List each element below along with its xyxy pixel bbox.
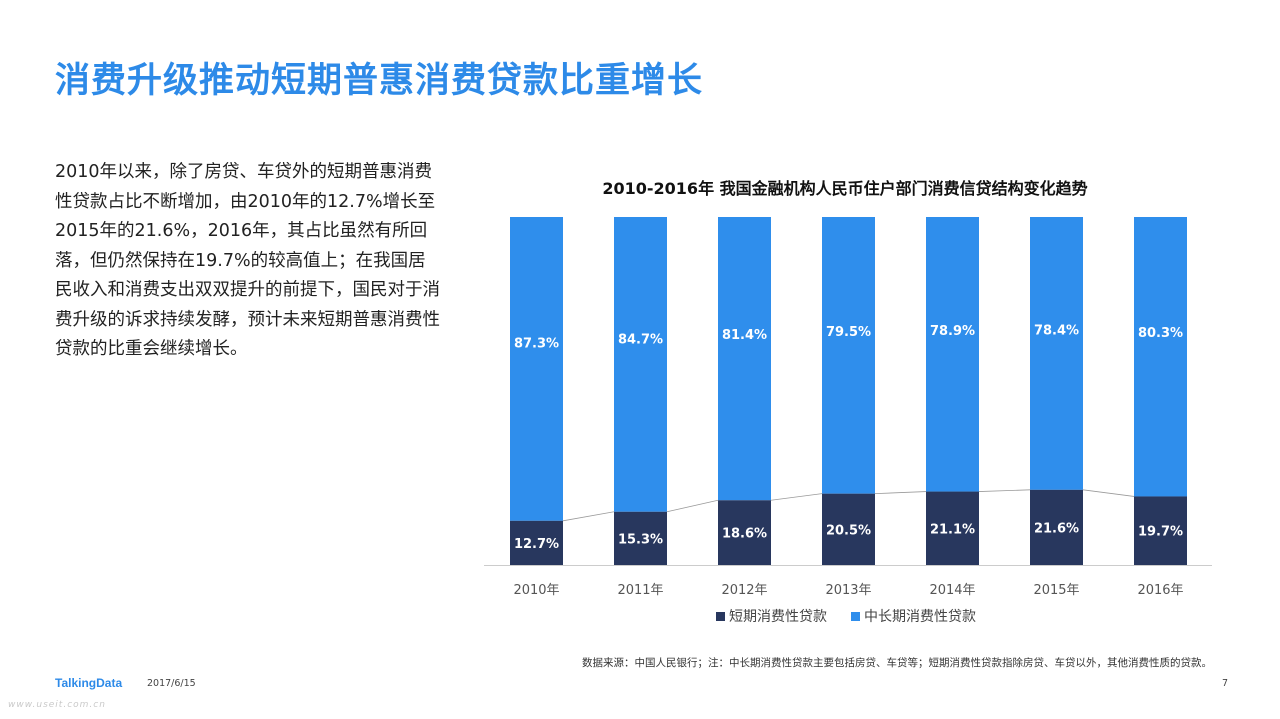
page-number: 7 (1222, 678, 1229, 689)
data-label-long-term: 78.4% (1034, 323, 1079, 338)
data-label-long-term: 80.3% (1138, 326, 1183, 341)
data-label-short-term: 21.6% (1034, 521, 1079, 536)
legend-label-long-term: 中长期消费性贷款 (864, 609, 976, 625)
chart-title: 2010-2016年 我国金融机构人民币住户部门消费信贷结构变化趋势 (602, 179, 1088, 198)
bar-short-term (1134, 496, 1187, 565)
bar-long-term (718, 217, 771, 501)
series-connector-line (666, 499, 719, 513)
data-label-short-term: 12.7% (514, 537, 559, 552)
watermark: www.useit.com.cn (8, 700, 106, 710)
x-tick-label: 2015年 (1033, 583, 1079, 598)
data-label-short-term: 21.1% (930, 522, 975, 537)
x-tick-label: 2016年 (1137, 583, 1183, 598)
bar-short-term (822, 493, 875, 565)
talkingdata-logo: TalkingData (55, 676, 123, 690)
data-label-short-term: 20.5% (826, 523, 871, 538)
data-label-long-term: 87.3% (514, 337, 559, 352)
data-label-short-term: 19.7% (1138, 525, 1183, 540)
x-tick-label: 2012年 (721, 583, 767, 598)
x-tick-label: 2011年 (617, 583, 663, 598)
bar-long-term (1030, 217, 1083, 490)
x-tick-label: 2014年 (929, 583, 975, 598)
bar-long-term (1134, 217, 1187, 497)
page-title: 消费升级推动短期普惠消费贷款比重增长 (55, 61, 704, 101)
data-label-short-term: 18.6% (722, 527, 767, 542)
legend-swatch-long-term (851, 612, 860, 621)
bar-short-term (614, 511, 667, 565)
bar-short-term (718, 500, 771, 565)
data-label-short-term: 15.3% (618, 532, 663, 547)
bar-short-term (510, 520, 563, 565)
bar-short-term (926, 491, 979, 565)
legend-swatch-short-term (716, 612, 725, 621)
bar-long-term (926, 217, 979, 492)
footer-date: 2017/6/15 (147, 678, 196, 689)
data-label-long-term: 78.9% (930, 324, 975, 339)
x-tick-label: 2010年 (513, 583, 559, 598)
data-label-long-term: 79.5% (826, 325, 871, 340)
series-connector-line (770, 493, 823, 501)
series-connector-line (1082, 489, 1135, 497)
data-label-long-term: 81.4% (722, 328, 767, 343)
legend-label-short-term: 短期消费性贷款 (729, 609, 827, 625)
series-connector-line (874, 491, 927, 495)
bar-long-term (510, 217, 563, 521)
bar-long-term (614, 217, 667, 512)
x-tick-label: 2013年 (825, 583, 871, 598)
body-paragraph: 2010年以来，除了房贷、车贷外的短期普惠消费性贷款占比不断增加，由2010年的… (55, 162, 440, 359)
bar-short-term (1030, 489, 1083, 565)
data-label-long-term: 84.7% (618, 333, 663, 348)
series-connector-line (978, 489, 1031, 492)
bar-long-term (822, 217, 875, 494)
series-connector-line (562, 511, 615, 522)
source-note: 数据来源：中国人民银行；注：中长期消费性贷款主要包括房贷、车贷等；短期消费性贷款… (582, 657, 1212, 669)
